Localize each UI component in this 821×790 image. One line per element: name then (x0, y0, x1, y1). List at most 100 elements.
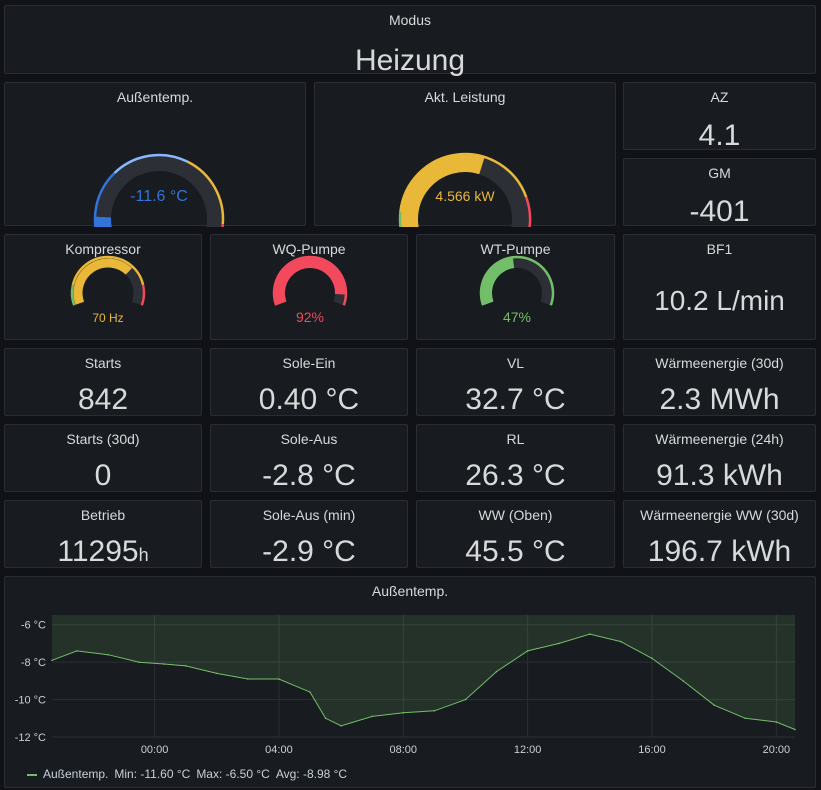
waerme-ww30-value: 196.7 kWh (647, 535, 792, 568)
waerme30-value: 2.3 MWh (659, 383, 780, 416)
series-point (620, 640, 622, 643)
aussentemp-gauge-threshold-1 (113, 153, 189, 174)
legend-series-name[interactable]: Außentemp. (43, 767, 109, 781)
series-point (163, 663, 165, 665)
aussentemp-gauge-panel: Außentemp. -11.6 °C (4, 82, 306, 227)
series-point (682, 680, 684, 682)
x-tick-label: 04:00 (265, 744, 293, 756)
bf1-value: 10.2 L/min (654, 285, 785, 316)
aussentemp-gauge-threshold-3 (221, 224, 225, 227)
series-point (215, 672, 218, 675)
y-tick-label: -10 °C (15, 695, 46, 707)
series-point (651, 657, 653, 660)
ww-oben-panel: WW (Oben) 45.5 °C (416, 500, 615, 568)
kompressor-gauge-threshold-0 (70, 284, 76, 306)
y-tick-label: -8 °C (21, 657, 46, 669)
kompressor-gauge-fill (73, 258, 132, 305)
y-tick-label: -6 °C (21, 620, 46, 632)
series-point (278, 678, 280, 680)
ww-oben-value: 45.5 °C (465, 535, 566, 568)
series-point (464, 698, 467, 701)
waerme30-title: Wärmeenergie (30d) (655, 355, 784, 371)
x-tick-label: 00:00 (141, 744, 169, 756)
x-tick-label: 12:00 (514, 744, 542, 756)
sole-ein-panel: Sole-Ein 0.40 °C (210, 348, 408, 416)
x-tick-label: 16:00 (638, 744, 666, 756)
gm-title: GM (708, 165, 731, 181)
gm-panel: GM -401 (623, 158, 816, 228)
chart-legend[interactable]: Außentemp. Min: -11.60 °C Max: -6.50 °C Avg… (27, 767, 353, 781)
series-point (76, 650, 78, 652)
wt-pumpe-gauge: 47% (479, 255, 555, 325)
series-point (324, 717, 327, 720)
betrieb-unit: h (138, 545, 149, 565)
series-point (713, 704, 715, 706)
betrieb-number: 11295 (57, 535, 139, 568)
sole-aus-panel: Sole-Aus -2.8 °C (210, 424, 408, 492)
kompressor-title: Kompressor (65, 241, 141, 257)
wq-pumpe-title: WQ-Pumpe (272, 241, 346, 257)
sole-aus-title: Sole-Aus (280, 431, 338, 447)
ww-oben-title: WW (Oben) (478, 507, 553, 523)
series-point (138, 661, 140, 663)
series-point (107, 653, 109, 656)
rl-title: RL (506, 431, 525, 447)
gm-value: -401 (689, 195, 750, 228)
series-point (402, 711, 405, 714)
aussentemp-gauge-fill (95, 216, 112, 227)
sole-ein-title: Sole-Ein (282, 355, 336, 371)
az-panel: AZ 4.1 (623, 82, 816, 152)
wq_pumpe-gauge-threshold-0 (272, 255, 348, 306)
bf1-panel: BF1 10.2 L/min (623, 234, 816, 340)
series-point (589, 633, 591, 635)
modus-panel: Modus Heizung (4, 5, 816, 77)
kompressor-gauge-value: 70 Hz (92, 311, 123, 325)
leistung-gauge-threshold-2 (525, 196, 532, 227)
series-area (52, 615, 795, 730)
vl-panel: VL 32.7 °C (416, 348, 615, 416)
kompressor-gauge-threshold-1 (71, 255, 145, 286)
starts-title: Starts (84, 355, 122, 371)
leistung-gauge-fill (400, 154, 485, 227)
wt-pumpe-gauge-value: 47% (503, 309, 531, 325)
wt_pumpe-gauge-fill (482, 258, 515, 305)
y-tick-label: -12 °C (15, 732, 46, 744)
sole-ein-value: 0.40 °C (258, 383, 360, 416)
legend-min: Min: -11.60 °C (114, 767, 191, 781)
vl-value: 32.7 °C (465, 383, 566, 416)
series-point (744, 717, 747, 720)
wq-pumpe-panel: WQ-Pumpe 92% (210, 234, 408, 340)
modus-title: Modus (388, 12, 432, 28)
aussentemp-gauge: -11.6 °C (93, 153, 225, 227)
betrieb-value: 11295h (5, 535, 201, 569)
series-point (51, 659, 53, 662)
betrieb-panel: Betrieb 11295h (4, 500, 202, 568)
series-point (184, 665, 187, 667)
modus-value: Heizung (354, 44, 466, 77)
aussentemp-gauge-title: Außentemp. (116, 89, 194, 105)
aussentemp-gauge-value: -11.6 °C (130, 188, 188, 205)
series-point (433, 710, 436, 712)
series-point (794, 728, 796, 731)
starts30-value: 0 (94, 459, 112, 492)
aussentemp-gauge-threshold-0 (93, 172, 116, 227)
leistung-gauge-threshold-0 (398, 211, 402, 227)
waerme-ww30-title: Wärmeenergie WW (30d) (640, 507, 799, 523)
series-point (557, 642, 560, 645)
aussentemp-chart-panel: Außentemp. -6 °C -8 °C -10 °C -12 °C 00:00 04… (4, 576, 816, 788)
leistung-gauge-title: Akt. Leistung (424, 89, 506, 105)
waerme24-value: 91.3 kWh (656, 459, 783, 492)
kompressor-gauge-threshold-2 (140, 284, 146, 306)
wt-pumpe-title: WT-Pumpe (480, 241, 551, 257)
waerme24-title: Wärmeenergie (24h) (655, 431, 784, 447)
series-point (775, 721, 778, 723)
legend-max: Max: -6.50 °C (196, 767, 270, 781)
wt-pumpe-panel: WT-Pumpe 47% (416, 234, 615, 340)
series-point (495, 670, 498, 673)
waerme-ww30-panel: Wärmeenergie WW (30d) 196.7 kWh (623, 500, 816, 568)
leistung-gauge-threshold-1 (399, 152, 528, 212)
sole-aus-min-value: -2.9 °C (262, 535, 356, 568)
series-point (340, 724, 342, 727)
series-point (526, 650, 529, 652)
wq_pumpe-gauge-fill (275, 258, 345, 305)
